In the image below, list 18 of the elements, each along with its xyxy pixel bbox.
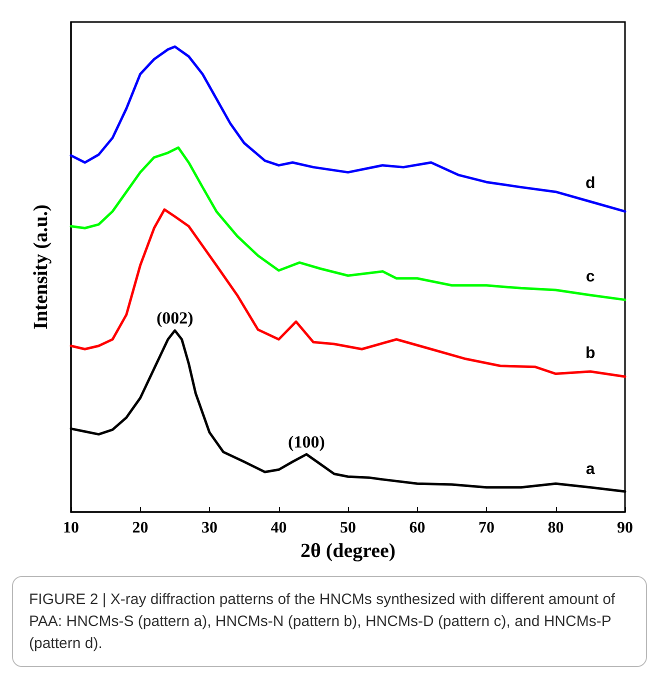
- caption: FIGURE 2 | X-ray diffraction patterns of the HNCMs synthesized with different amount of PAA: HNCMs-S (pattern a), HNCMs-N (pattern b), HNCMs-D (pattern c), and HNCMs-P (pattern d).: [12, 576, 647, 668]
- x-tick-label: 40: [270, 520, 287, 536]
- x-tick-label: 90: [617, 520, 633, 536]
- series-label: b: [585, 344, 596, 362]
- x-tick-label: 70: [478, 520, 494, 536]
- series-label: c: [586, 268, 595, 286]
- x-tick-label: 80: [548, 520, 564, 536]
- x-tick-label: 20: [132, 520, 148, 536]
- x-tick-label: 60: [409, 520, 426, 536]
- annotation: (100): [288, 432, 325, 452]
- x-axis-title: 2θ (degree): [300, 540, 396, 562]
- x-tick-label: 30: [202, 520, 218, 536]
- series-label: d: [585, 175, 596, 192]
- annotation: (002): [156, 308, 194, 328]
- y-axis-title: Intensity (a.u.): [30, 204, 52, 330]
- x-tick-label: 50: [340, 520, 356, 536]
- x-tick-label: 10: [63, 520, 79, 536]
- series-label: a: [586, 460, 595, 478]
